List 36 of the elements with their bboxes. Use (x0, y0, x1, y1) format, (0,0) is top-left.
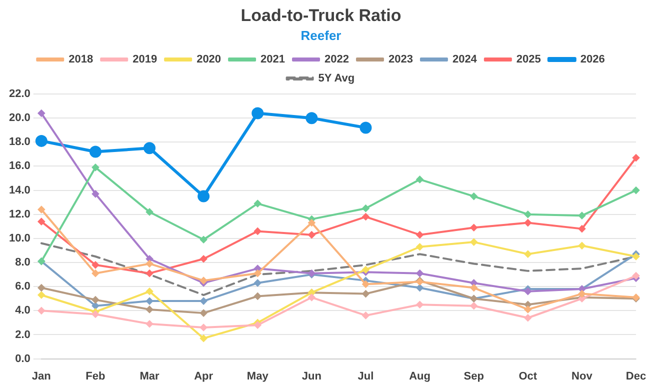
y-tick-label: 0.0 (15, 352, 30, 365)
legend-label: 2022 (324, 54, 349, 66)
legend-label: 2024 (452, 54, 478, 66)
legend-label: 2019 (132, 54, 158, 66)
chart-subtitle: Reefer (300, 28, 342, 43)
x-tick-label: Sep (464, 370, 484, 382)
y-tick-label: 6.0 (15, 280, 30, 293)
y-tick-label: 12.0 (8, 208, 30, 220)
y-tick-label: 14.0 (8, 184, 30, 196)
x-tick-label: Mar (140, 370, 160, 382)
x-tick-label: Dec (626, 370, 646, 382)
y-tick-label: 22.0 (8, 88, 30, 100)
y-tick-label: 16.0 (8, 160, 30, 172)
x-tick-label: Apr (194, 370, 214, 382)
x-tick-label: May (246, 370, 270, 382)
x-tick-label: Aug (409, 370, 430, 382)
x-tick-label: Nov (572, 370, 594, 382)
y-tick-label: 8.0 (15, 256, 30, 269)
y-tick-label: 4.0 (15, 304, 30, 317)
legend-label: 2025 (516, 54, 541, 66)
y-tick-label: 20.0 (8, 112, 30, 124)
y-tick-label: 10.0 (8, 232, 30, 244)
y-tick-label: 18.0 (8, 136, 30, 148)
legend-label: 2023 (388, 54, 413, 66)
legend-label: 2018 (68, 54, 94, 66)
legend-label: 2020 (196, 54, 222, 66)
legend-label: 2021 (260, 54, 286, 66)
chart-title: Load-to-Truck Ratio (240, 6, 402, 25)
legend-label: 2026 (580, 54, 605, 66)
x-tick-label: Jan (32, 370, 52, 382)
x-tick-label: Jul (358, 370, 374, 382)
x-tick-label: Feb (86, 370, 106, 382)
legend-label: 5Y Avg (318, 72, 355, 85)
y-tick-label: 2.0 (15, 328, 30, 341)
x-tick-label: Jun (302, 370, 322, 382)
x-tick-label: Oct (518, 370, 538, 382)
